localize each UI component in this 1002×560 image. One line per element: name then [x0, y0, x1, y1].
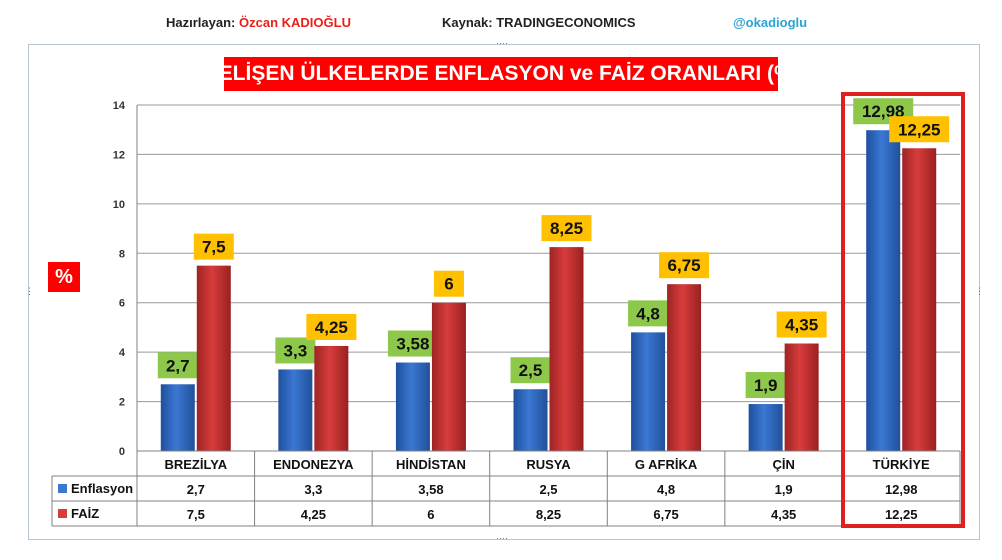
resize-handle-left[interactable]: ⋮ [25, 286, 34, 296]
twitter-handle: @okadioglu [733, 15, 808, 30]
bar-enflasyon [748, 404, 783, 451]
legend-label: Enflasyon [71, 481, 133, 496]
data-label-bg [541, 215, 592, 242]
bar-faiz [549, 247, 584, 451]
legend-label: FAİZ [71, 506, 99, 521]
data-label: 6 [444, 275, 453, 294]
data-label-bg [628, 300, 669, 327]
data-label: 7,5 [202, 238, 226, 257]
x-tick-label: ENDONEZYA [273, 457, 354, 472]
table-cell: 6,75 [653, 507, 678, 522]
data-label: 4,25 [315, 318, 348, 337]
prepared-by: Hazırlayan: Özcan KADIOĞLU [166, 15, 351, 30]
source-label: Kaynak: TRADINGECONOMICS [442, 15, 636, 30]
bar-faiz [314, 345, 349, 451]
table-cell: 2,5 [539, 482, 557, 497]
y-tick-label: 0 [119, 446, 125, 458]
x-tick-label: TÜRKİYE [873, 457, 930, 472]
bar-faiz [902, 148, 937, 451]
prepared-by-label: Hazırlayan: [166, 15, 236, 30]
y-tick-label: 4 [119, 347, 126, 359]
author-name: Özcan KADIOĞLU [239, 15, 351, 30]
data-label: 2,7 [166, 356, 190, 375]
table-cell: 7,5 [187, 507, 205, 522]
data-label-bg [510, 357, 551, 384]
data-label-bg [889, 116, 950, 143]
bar-enflasyon [395, 362, 430, 451]
bar-enflasyon [278, 369, 313, 451]
table-cell: 4,8 [657, 482, 675, 497]
table-cell: 4,35 [771, 507, 796, 522]
bar-faiz [784, 343, 819, 451]
x-tick-label: G AFRİKA [635, 457, 698, 472]
data-label: 4,8 [636, 304, 660, 323]
bar-enflasyon [513, 389, 548, 451]
resize-handle-bottom[interactable]: ···· [496, 533, 508, 543]
x-tick-label: RUSYA [526, 457, 571, 472]
bar-enflasyon [631, 332, 666, 451]
y-tick-label: 8 [119, 248, 125, 260]
chart-frame[interactable] [28, 44, 980, 540]
data-label: 4,35 [785, 315, 818, 334]
chart-title: GELİŞEN ÜLKELERDE ENFLASYON ve FAİZ ORAN… [202, 57, 800, 91]
data-label-bg [659, 252, 710, 279]
data-label-bg [157, 352, 198, 379]
bar-enflasyon [160, 384, 195, 451]
y-tick-label: 14 [113, 100, 126, 112]
table-cell: 12,98 [885, 482, 918, 497]
bar-faiz [431, 302, 466, 451]
table-cell: 4,25 [301, 507, 326, 522]
x-tick-label: BREZİLYA [164, 457, 227, 472]
data-label-bg [776, 311, 827, 338]
legend-key-faiz [58, 509, 67, 518]
data-label: 3,3 [284, 341, 308, 360]
data-label-bg [745, 372, 786, 399]
highlight-box [841, 92, 965, 528]
x-tick-label: ÇİN [772, 457, 794, 472]
y-tick-label: 12 [113, 149, 125, 161]
bar-faiz [196, 265, 231, 451]
data-label: 12,25 [898, 120, 941, 139]
table-cell: 1,9 [775, 482, 793, 497]
table-cell: 3,58 [418, 482, 443, 497]
x-tick-label: HİNDİSTAN [396, 457, 466, 472]
bar-enflasyon [866, 130, 901, 452]
data-label: 3,58 [396, 335, 429, 354]
data-label-bg [433, 270, 464, 297]
table-cell: 8,25 [536, 507, 561, 522]
y-axis-label: % [48, 262, 80, 292]
data-label-bg [193, 233, 234, 260]
table-cell: 3,3 [304, 482, 322, 497]
data-label: 1,9 [754, 376, 778, 395]
data-label-bg [275, 337, 316, 364]
data-label-bg [306, 313, 357, 340]
resize-handle-top[interactable]: ···· [496, 38, 508, 48]
table-cell: 12,25 [885, 507, 918, 522]
table-cell: 2,7 [187, 482, 205, 497]
y-tick-label: 6 [119, 298, 125, 310]
table-cell: 6 [427, 507, 434, 522]
y-tick-label: 2 [119, 397, 125, 409]
y-tick-label: 10 [113, 199, 125, 211]
data-label: 8,25 [550, 219, 583, 238]
data-label: 6,75 [668, 256, 701, 275]
resize-handle-right[interactable]: ⋮ [975, 286, 984, 296]
legend-key-enflasyon [58, 484, 67, 493]
bar-faiz [667, 284, 702, 451]
data-label: 2,5 [519, 361, 543, 380]
data-label-bg [387, 330, 438, 357]
